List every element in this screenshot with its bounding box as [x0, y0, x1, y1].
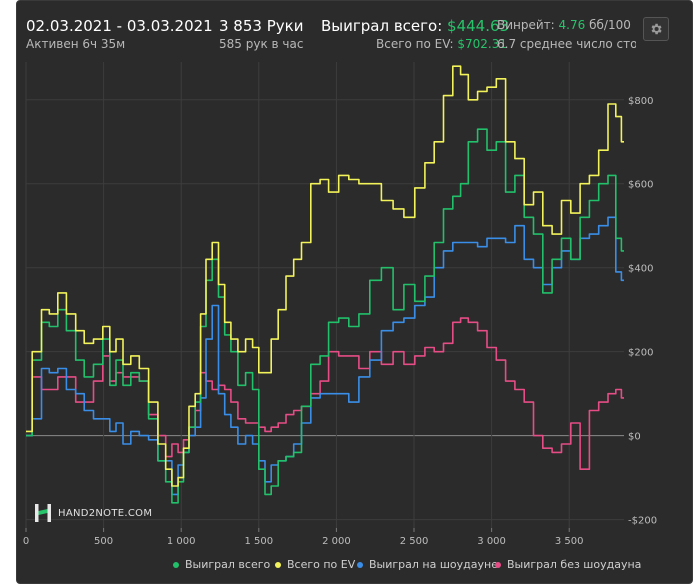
legend-swatch: [495, 561, 501, 568]
y-tick-label: $600: [628, 180, 653, 191]
grid: [25, 62, 624, 528]
x-tick-label: 1 500: [244, 536, 273, 547]
legend: Выиграл всего Всего по EV Выиграл на шоу…: [0, 558, 700, 576]
graph-panel: [16, 0, 693, 584]
x-tick-label: 3 000: [477, 536, 506, 547]
watermark-text: HAND2NOTE.COM: [58, 507, 153, 519]
hands-count: 3 853 Руки: [219, 17, 304, 35]
h2n-logo-icon: [35, 504, 51, 522]
y-tick-label: $0: [628, 432, 641, 443]
y-tick-label: $200: [628, 348, 653, 359]
y-axis-ticks: -$200 $0 $200 $400 $600 $800: [628, 96, 657, 527]
x-axis-ticks: 0 500 1 000 1 500 2 000 2 500 3 000 3 500: [23, 528, 584, 547]
series-line-ev-total: [26, 65, 624, 487]
gear-icon: [651, 23, 662, 35]
legend-swatch: [357, 561, 363, 568]
y-tick-label: $800: [628, 96, 653, 107]
ev-total-summary: Всего по EV: $702.31: [376, 37, 507, 51]
won-total-summary: Выиграл всего: $444.63: [321, 17, 509, 35]
active-time: Активен 6ч 35м: [26, 37, 126, 51]
legend-swatch: [275, 561, 281, 568]
x-tick-label: 500: [94, 536, 113, 547]
x-tick-label: 2 000: [322, 536, 351, 547]
winrate-summary: Винрейт: 4.76 бб/100: [497, 18, 635, 32]
ev-total-label: Всего по EV:: [376, 37, 454, 51]
series-line-non-showdown: [26, 317, 624, 470]
legend-item-showdown[interactable]: Выиграл на шоудауне: [357, 558, 498, 571]
legend-swatch: [173, 561, 179, 568]
watermark: HAND2NOTE.COM: [34, 503, 152, 523]
won-total-value: $444.63: [447, 17, 510, 35]
x-tick-label: 3 500: [555, 536, 584, 547]
legend-label: Выиграл на шоудауне: [369, 558, 498, 571]
series-lines: [26, 65, 624, 504]
won-total-label: Выиграл всего:: [321, 17, 443, 35]
legend-item-won-total[interactable]: Выиграл всего: [173, 558, 270, 571]
y-tick-label: -$200: [628, 516, 657, 527]
average-tables: 6.7 среднее число столо: [497, 37, 636, 51]
settings-button[interactable]: [643, 17, 669, 41]
legend-item-non-showdown[interactable]: Выиграл без шоудауна: [495, 558, 641, 571]
x-tick-label: 2 500: [400, 536, 429, 547]
legend-label: Всего по EV: [287, 558, 356, 571]
winrate-value: 4.76: [558, 18, 586, 32]
ev-total-value: $702.31: [457, 37, 507, 51]
series-line-won-total: [26, 128, 624, 504]
hands-per-hour: 585 рук в час: [219, 37, 304, 51]
winrate-label: Винрейт:: [497, 18, 555, 32]
x-tick-label: 1 000: [167, 536, 196, 547]
legend-item-ev-total[interactable]: Всего по EV: [275, 558, 355, 571]
legend-label: Выиграл всего: [185, 558, 271, 571]
x-tick-label: 0: [23, 536, 29, 547]
date-range: 02.03.2021 - 03.03.2021: [26, 17, 213, 35]
y-tick-label: $400: [628, 264, 653, 275]
legend-label: Выиграл без шоудауна: [507, 558, 642, 571]
winrate-unit: бб/100: [589, 18, 631, 32]
